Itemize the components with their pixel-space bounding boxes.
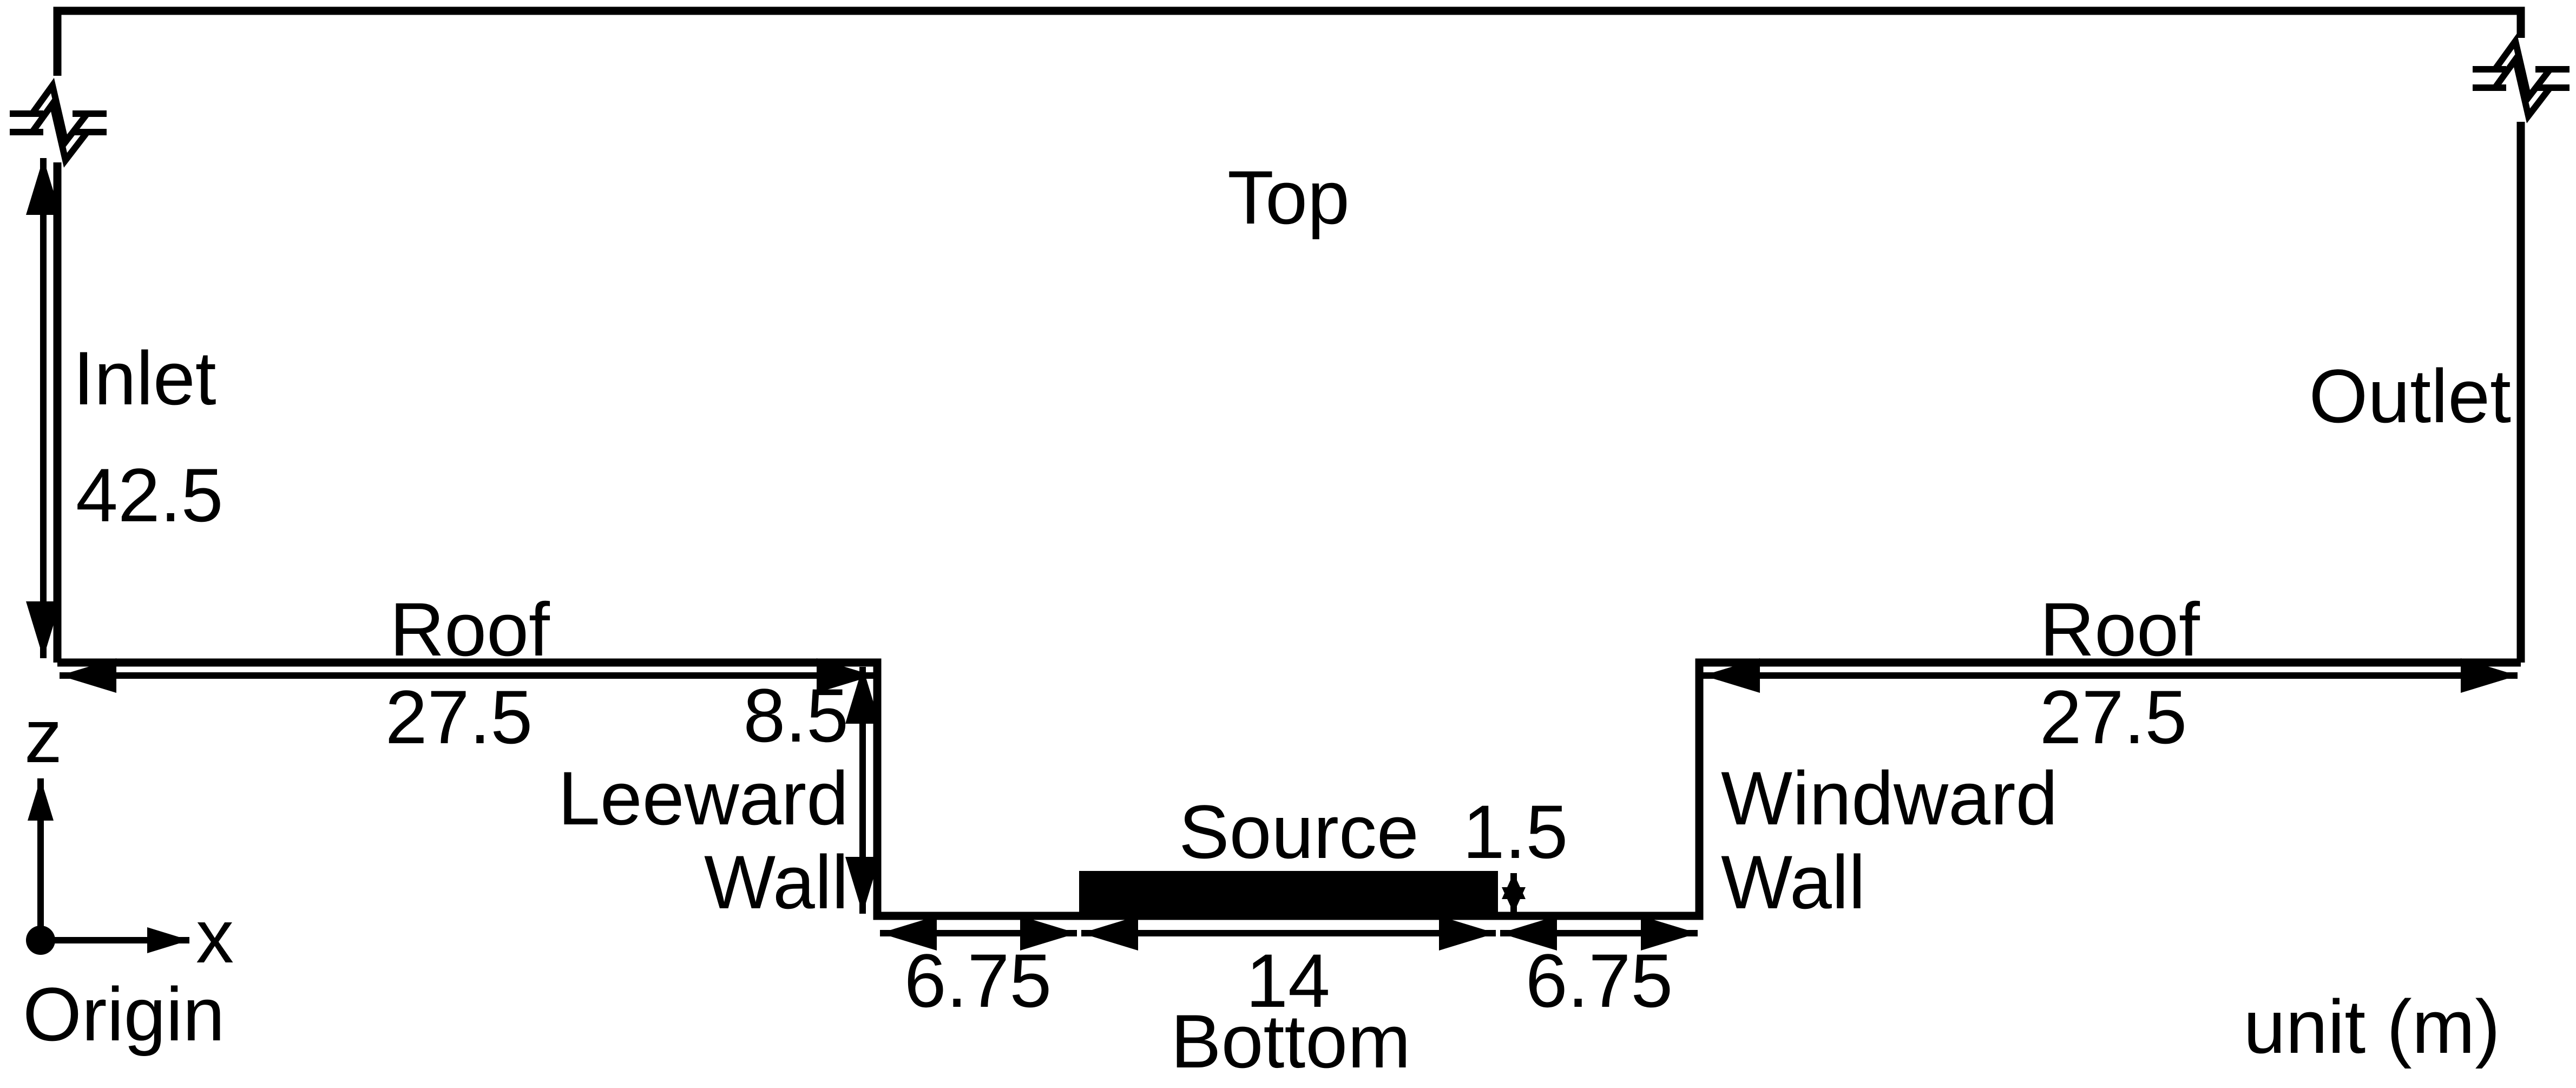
inlet-label: Inlet — [73, 336, 216, 421]
bottom-label: Bottom — [1171, 999, 1411, 1084]
windward-wall-label-2: Wall — [1721, 840, 1865, 925]
source-block — [1079, 871, 1498, 916]
wall-height-label: 8.5 — [743, 673, 849, 758]
x-axis-label: x — [196, 894, 234, 979]
windward-wall-label-1: Windward — [1721, 756, 2058, 841]
roof-right-length: 27.5 — [2040, 674, 2187, 759]
roof-left-label: Roof — [390, 587, 550, 672]
unit-label: unit (m) — [2244, 984, 2500, 1069]
gap-right-label: 6.75 — [1526, 938, 1673, 1023]
break-symbol-outlet — [2473, 41, 2570, 116]
inlet-height-label: 42.5 — [76, 453, 223, 538]
leeward-wall-label-1: Leeward — [558, 756, 849, 841]
boundary-top-and-upper-corners — [53, 6, 2525, 76]
top-label: Top — [1227, 155, 1350, 240]
leeward-wall-label-2: Wall — [704, 840, 849, 925]
outlet-label: Outlet — [2309, 353, 2511, 438]
source-label: Source — [1179, 789, 1419, 874]
source-thickness-label: 1.5 — [1463, 789, 1568, 874]
z-axis-label: z — [24, 693, 62, 778]
gap-left-label: 6.75 — [904, 938, 1052, 1023]
break-symbol-inlet — [10, 86, 107, 160]
roof-right-label: Roof — [2040, 587, 2200, 672]
source-width-label: 14 — [1246, 938, 1330, 1023]
roof-left-length: 27.5 — [385, 674, 533, 759]
origin-label: Origin — [23, 972, 225, 1057]
